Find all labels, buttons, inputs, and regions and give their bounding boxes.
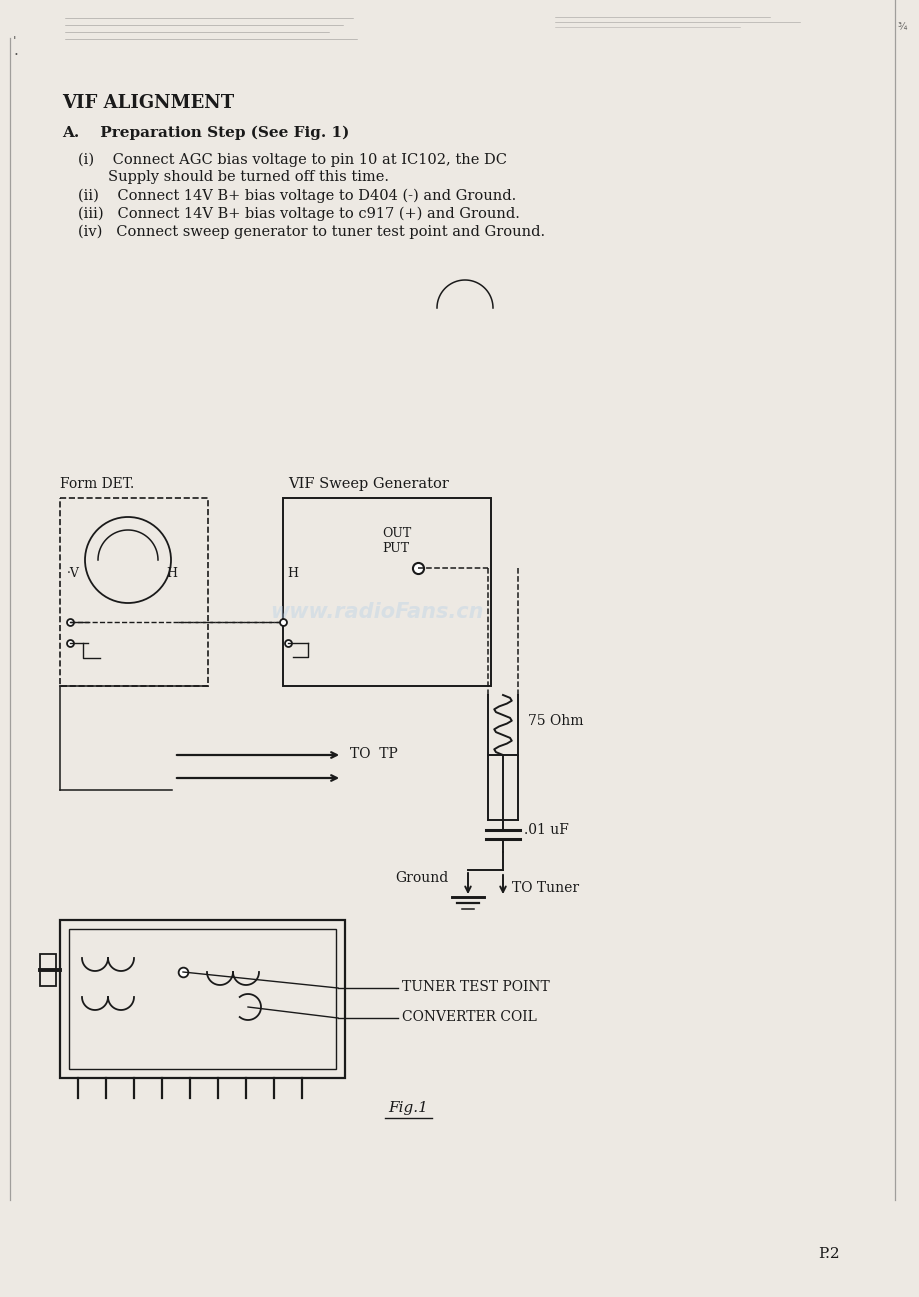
Text: OUT: OUT (381, 527, 411, 540)
Text: CONVERTER COIL: CONVERTER COIL (402, 1010, 537, 1025)
Text: VIF Sweep Generator: VIF Sweep Generator (288, 477, 448, 492)
Text: A.    Preparation Step (See Fig. 1): A. Preparation Step (See Fig. 1) (62, 126, 349, 140)
Text: TO  TP: TO TP (349, 747, 397, 761)
Text: Form DET.: Form DET. (60, 477, 134, 492)
Text: 75 Ohm: 75 Ohm (528, 715, 583, 728)
Text: TUNER TEST POINT: TUNER TEST POINT (402, 981, 550, 994)
Text: ': ' (13, 35, 17, 48)
Text: .01 uF: .01 uF (524, 824, 568, 837)
Text: TO Tuner: TO Tuner (512, 881, 578, 895)
Text: PUT: PUT (381, 542, 409, 555)
Text: Fig.1: Fig.1 (388, 1101, 427, 1115)
Text: Ground: Ground (394, 872, 448, 885)
Text: Supply should be turned off this time.: Supply should be turned off this time. (108, 170, 389, 184)
Text: P.2: P.2 (817, 1246, 839, 1261)
Text: ·: · (13, 48, 17, 64)
Text: (iv)   Connect sweep generator to tuner test point and Ground.: (iv) Connect sweep generator to tuner te… (78, 224, 545, 239)
Text: ¾: ¾ (896, 22, 905, 32)
Text: (iii)   Connect 14V B+ bias voltage to c917 (+) and Ground.: (iii) Connect 14V B+ bias voltage to c91… (78, 206, 519, 220)
Text: www.radioFans.cn: www.radioFans.cn (269, 602, 483, 623)
Text: VIF ALIGNMENT: VIF ALIGNMENT (62, 93, 233, 112)
Text: (ii)    Connect 14V B+ bias voltage to D404 (-) and Ground.: (ii) Connect 14V B+ bias voltage to D404… (78, 188, 516, 204)
Text: ·V: ·V (67, 567, 80, 580)
Text: (i)    Connect AGC bias voltage to pin 10 at IC102, the DC: (i) Connect AGC bias voltage to pin 10 a… (78, 153, 506, 167)
Text: H: H (165, 567, 176, 580)
Text: H: H (287, 567, 298, 580)
